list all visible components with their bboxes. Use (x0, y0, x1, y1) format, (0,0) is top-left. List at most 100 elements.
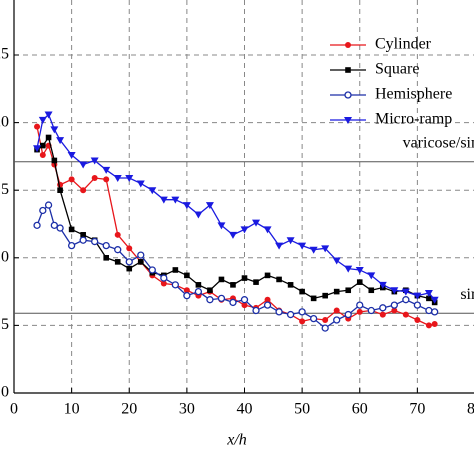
data-point (183, 287, 190, 294)
legend-label: Cylinder (375, 36, 432, 53)
data-point (413, 301, 422, 309)
data-point (45, 134, 52, 141)
legend-marker (345, 42, 351, 48)
data-point (322, 292, 328, 299)
data-point (33, 221, 41, 230)
data-point (195, 282, 202, 288)
data-point (229, 298, 237, 307)
data-point (378, 281, 387, 289)
x-tick-label: 50 (294, 401, 310, 418)
data-point (253, 279, 259, 285)
data-point (367, 306, 375, 315)
data-point (91, 175, 98, 182)
data-point (275, 308, 283, 316)
legend-marker (344, 91, 352, 99)
data-point (333, 307, 340, 314)
data-point (148, 266, 156, 274)
legend-marker (344, 117, 352, 124)
data-point (38, 116, 47, 124)
data-point (34, 123, 41, 130)
data-point (309, 246, 318, 254)
data-point (241, 302, 248, 309)
reference-label: sin (460, 286, 474, 303)
data-point (426, 295, 432, 302)
data-point (264, 296, 271, 303)
data-point (56, 137, 65, 145)
data-point (252, 306, 260, 315)
data-point (240, 226, 249, 234)
data-point (126, 265, 133, 272)
data-point (431, 321, 438, 328)
data-point (264, 272, 271, 279)
data-point (321, 324, 329, 332)
x-tick-label: 80 (467, 401, 474, 418)
series-line (36, 203, 435, 329)
x-tick-label: 40 (237, 401, 253, 418)
data-point (184, 272, 190, 279)
data-point (263, 226, 272, 234)
data-point (390, 287, 399, 295)
data-point (402, 296, 410, 304)
data-point (206, 296, 214, 304)
data-point (136, 180, 145, 188)
data-point (79, 161, 88, 169)
data-point (114, 231, 121, 238)
data-point (413, 292, 422, 300)
y-tick-label: 15 (0, 181, 9, 198)
data-point (367, 272, 376, 280)
data-point (44, 201, 53, 209)
data-point (80, 232, 86, 238)
data-point (379, 304, 387, 312)
data-point (67, 241, 76, 250)
data-point (51, 157, 58, 164)
data-point (321, 245, 330, 253)
series-line (36, 113, 436, 301)
data-point (90, 157, 99, 165)
data-point (356, 308, 363, 315)
data-point (322, 316, 329, 323)
x-tick-label: 30 (179, 401, 195, 418)
data-point (183, 292, 191, 300)
data-point (50, 126, 59, 134)
legend-label: Square (375, 61, 419, 78)
data-point (390, 301, 398, 309)
data-point (344, 310, 352, 319)
data-point (114, 259, 121, 265)
data-point (194, 211, 203, 219)
data-point (126, 245, 133, 252)
x-tick-label: 70 (409, 401, 425, 418)
data-point (425, 322, 432, 329)
data-point (402, 311, 409, 318)
x-tick-label: 0 (10, 401, 18, 418)
data-point (102, 166, 111, 174)
data-point (39, 152, 46, 159)
data-point (160, 274, 168, 282)
data-point (217, 222, 226, 230)
data-point (80, 187, 87, 194)
data-point (57, 187, 63, 193)
data-point (344, 265, 353, 273)
data-point (79, 236, 87, 244)
data-point (310, 295, 317, 302)
series-line (36, 126, 435, 327)
data-point (148, 187, 157, 195)
data-point (355, 266, 364, 274)
data-point (125, 258, 133, 266)
data-point (50, 221, 58, 230)
y-tick-label: 0 (1, 384, 9, 401)
x-tick-label: 10 (64, 401, 80, 418)
data-point (356, 279, 363, 285)
data-point (137, 251, 145, 259)
data-point (391, 307, 398, 314)
data-point (401, 288, 410, 296)
data-point (286, 237, 295, 245)
data-point (103, 255, 109, 261)
data-point (91, 237, 99, 246)
data-point (431, 308, 439, 316)
data-point (263, 301, 272, 309)
data-point (172, 267, 179, 273)
data-point (333, 316, 341, 324)
data-point (171, 281, 180, 289)
data-point (33, 145, 42, 153)
